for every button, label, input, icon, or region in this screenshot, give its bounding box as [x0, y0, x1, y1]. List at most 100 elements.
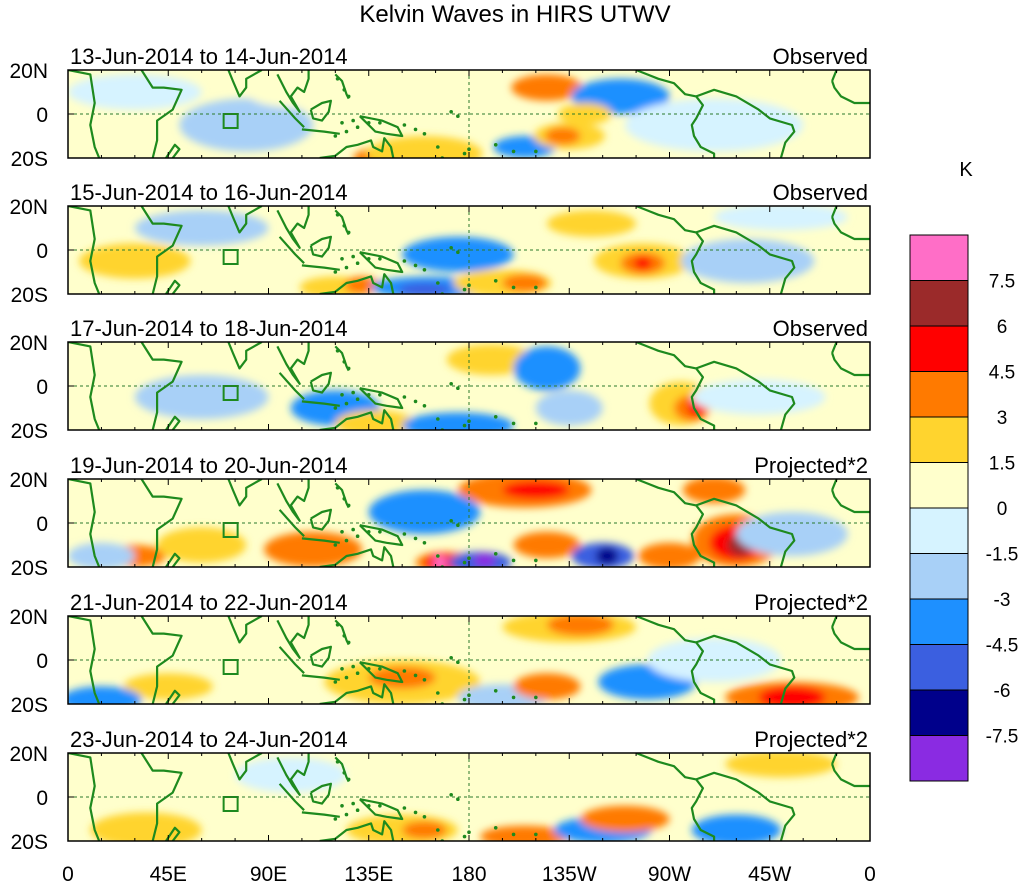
- colorbar-swatch: [909, 507, 969, 554]
- coastline: [301, 128, 340, 135]
- x-tick-label: 0: [864, 863, 876, 886]
- coastline: [140, 70, 183, 158]
- coastline: [276, 753, 310, 796]
- coastline: [301, 674, 340, 681]
- coastline: [140, 616, 183, 704]
- coastline: [278, 646, 305, 674]
- coastline: [319, 820, 395, 841]
- island: [340, 393, 344, 397]
- x-tick-label: 90E: [250, 863, 287, 886]
- island: [333, 270, 338, 274]
- coastline: [278, 509, 305, 537]
- anomaly-contour: [513, 531, 581, 559]
- island: [456, 797, 460, 801]
- y-tick-label: 20N: [9, 60, 48, 83]
- coastline: [831, 206, 838, 218]
- coastline: [309, 782, 332, 805]
- coastline: [301, 264, 340, 271]
- island: [511, 285, 516, 290]
- anomaly-contour: [691, 814, 781, 841]
- coastline: [359, 115, 404, 138]
- island: [366, 530, 371, 534]
- island: [344, 538, 349, 543]
- island: [493, 826, 498, 830]
- anomaly-contour: [513, 346, 581, 391]
- colorbar-label: 4.5: [989, 363, 1015, 384]
- coastline-map: [68, 753, 870, 841]
- island: [449, 793, 453, 797]
- anomaly-contour: [511, 74, 583, 101]
- island: [344, 401, 349, 406]
- anomaly-contour: [546, 616, 614, 636]
- panel-kind: Projected*2: [754, 590, 868, 615]
- island: [413, 127, 418, 132]
- coastline: [165, 279, 181, 294]
- colorbar-swatch: [909, 371, 969, 418]
- colorbar-swatch: [909, 234, 969, 281]
- island: [436, 417, 440, 421]
- anomaly-contour: [535, 390, 603, 426]
- coastline: [695, 224, 796, 294]
- anomaly-contour: [691, 379, 826, 415]
- island: [333, 134, 338, 138]
- island: [511, 558, 516, 563]
- y-tick-label: 20N: [9, 743, 48, 766]
- island: [342, 497, 347, 501]
- anomaly-contour: [714, 206, 848, 231]
- coastline: [227, 616, 263, 644]
- island: [456, 660, 460, 664]
- coastline: [309, 235, 332, 258]
- coastline: [165, 143, 181, 158]
- island: [402, 259, 407, 263]
- coastline: [695, 360, 796, 430]
- island: [335, 213, 340, 217]
- coastline: [635, 342, 716, 430]
- anomaly-contour: [433, 556, 447, 567]
- panel-3: 20N 0 20S 17-Jun-2014 to 18-Jun-2014 Observe…: [9, 316, 871, 443]
- island: [534, 695, 538, 700]
- island: [456, 250, 460, 254]
- panel-6: 20N 0 20S 23-Jun-2014 to 24-Jun-2014 Project…: [9, 727, 871, 854]
- anomaly-contour: [638, 542, 701, 567]
- coastline: [227, 342, 263, 370]
- panel-date-range: 23-Jun-2014 to 24-Jun-2014: [70, 727, 348, 752]
- anomaly-contour: [90, 342, 247, 369]
- coastline: [278, 100, 305, 128]
- anomaly-contour: [502, 481, 570, 499]
- colorbar-units: K: [959, 159, 973, 181]
- island: [366, 257, 371, 261]
- coastline: [140, 342, 183, 430]
- y-tick-label: 0: [36, 376, 48, 399]
- x-tick-label: 45W: [748, 863, 791, 886]
- panel-date-range: 17-Jun-2014 to 18-Jun-2014: [70, 316, 348, 341]
- coastline: [278, 783, 305, 811]
- island: [534, 149, 538, 154]
- anomaly-contour: [725, 753, 837, 778]
- anomaly-contour: [480, 825, 570, 841]
- island: [462, 287, 467, 292]
- x-tick-label: 135E: [344, 863, 393, 886]
- y-tick-label: 20S: [11, 284, 48, 307]
- anomaly-contour: [624, 98, 804, 152]
- anomaly-contour: [502, 274, 547, 292]
- anomaly-contour: [68, 542, 135, 567]
- island: [449, 519, 453, 523]
- coastline: [635, 753, 716, 841]
- coastline: [695, 497, 796, 567]
- y-tick-label: 20S: [11, 420, 48, 443]
- coastline: [309, 371, 332, 394]
- coastline: [831, 352, 870, 377]
- anomaly-contour: [402, 821, 447, 839]
- island: [436, 691, 440, 695]
- island: [351, 118, 355, 123]
- island: [344, 265, 349, 270]
- coastline: [831, 80, 870, 105]
- island: [340, 121, 344, 125]
- coastline: [695, 88, 796, 158]
- island: [462, 151, 467, 156]
- island: [378, 257, 382, 261]
- x-tick-label: 135W: [542, 863, 597, 886]
- island: [413, 399, 418, 404]
- colorbar-label: 7.5: [989, 272, 1015, 293]
- anomaly-contour: [758, 686, 826, 704]
